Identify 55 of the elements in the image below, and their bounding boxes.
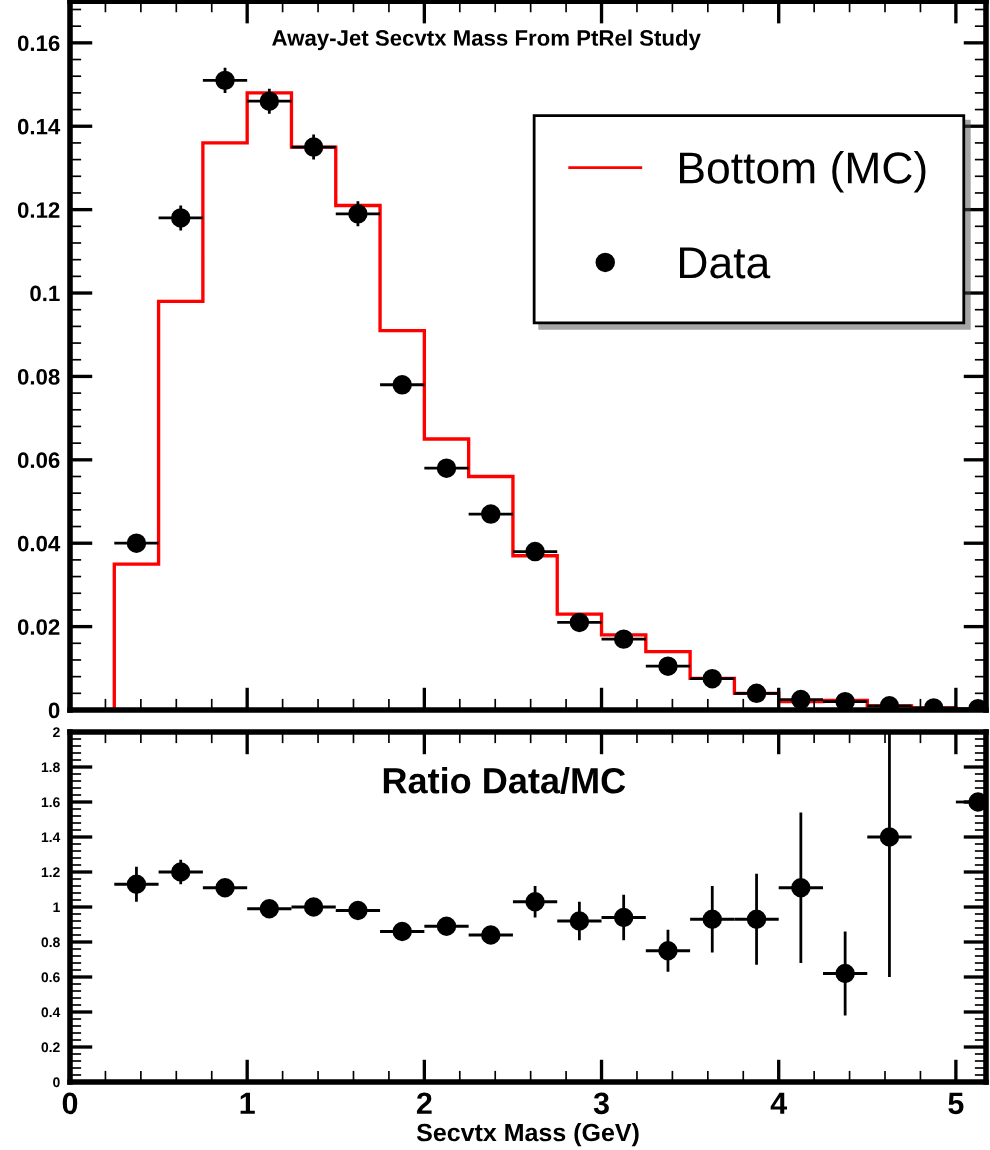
point — [392, 375, 412, 395]
y-tick-label: 0.06 — [17, 452, 60, 469]
point — [658, 941, 678, 961]
y-tick-label: 0.14 — [17, 118, 61, 135]
x-tick-label: 2 — [416, 1092, 432, 1114]
point — [392, 921, 412, 942]
point — [126, 874, 147, 894]
point — [835, 691, 855, 710]
point — [126, 533, 147, 553]
x-tick-label: 3 — [593, 1092, 609, 1115]
point — [569, 911, 590, 931]
point — [481, 504, 501, 524]
point — [348, 204, 368, 224]
y-tick-label: 0.04 — [17, 535, 61, 552]
point — [613, 907, 634, 928]
point — [171, 208, 191, 228]
point — [525, 892, 545, 912]
y-tick-label: 0.1 — [30, 285, 60, 302]
legend-label: Data — [680, 247, 771, 279]
y-tick-label: 0.16 — [17, 35, 60, 52]
point — [702, 669, 722, 689]
point — [746, 909, 767, 929]
point — [835, 963, 855, 984]
point — [968, 792, 986, 812]
point — [746, 683, 767, 704]
x-tick-label: 5 — [948, 1092, 964, 1115]
point — [215, 878, 235, 898]
x-tick-label: 4 — [770, 1092, 788, 1114]
point — [658, 656, 678, 676]
point — [348, 900, 368, 921]
point — [436, 916, 457, 936]
legend-label: Bottom (MC) — [680, 151, 926, 193]
y-tick-label: 0 — [48, 702, 60, 719]
point — [569, 612, 590, 633]
point — [303, 137, 324, 157]
y-tick-label: 0.08 — [17, 368, 60, 385]
y-tick-label: 0.02 — [17, 619, 60, 635]
point — [303, 897, 324, 917]
point — [702, 909, 722, 929]
y-tick-label: 0.12 — [17, 202, 60, 218]
point — [613, 629, 634, 649]
point — [259, 91, 280, 111]
point — [791, 878, 811, 898]
x-axis-title: Secvtx Mass (GeV) — [416, 1122, 639, 1147]
point — [436, 458, 457, 478]
point — [171, 862, 191, 882]
point — [215, 70, 235, 91]
point — [525, 541, 545, 562]
point — [259, 899, 280, 919]
point — [481, 925, 501, 945]
text: Ratio Data/MC — [383, 767, 626, 794]
point — [879, 827, 900, 847]
x-tick-label: 1 — [240, 1092, 255, 1114]
text: Away-Jet Secvtx Mass From PtRel Study — [272, 29, 701, 51]
point — [791, 689, 811, 710]
